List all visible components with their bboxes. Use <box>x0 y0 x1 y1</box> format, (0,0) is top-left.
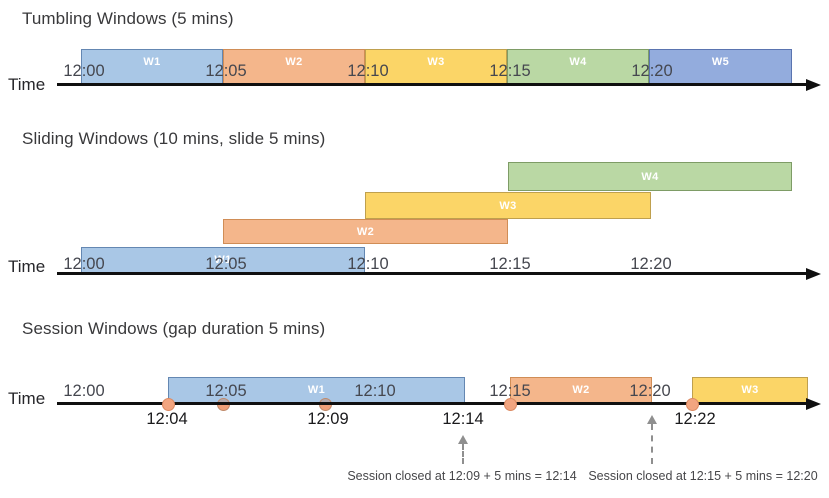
event-time-label: 12:14 <box>442 410 484 428</box>
event-time-label: 12:09 <box>307 410 349 428</box>
sliding-window-label-w4: W4 <box>641 170 659 183</box>
tumbling-axis-arrowhead-icon <box>806 78 821 91</box>
tumbling-tick-label: 12:05 <box>205 62 247 80</box>
sliding-axis-arrowhead-icon <box>806 267 821 280</box>
event-dot <box>503 397 517 411</box>
event-time-label: 12:04 <box>146 410 188 428</box>
sliding-tick-label: 12:15 <box>489 255 531 273</box>
sliding-tick-label: 12:05 <box>205 255 247 273</box>
session-window-label-w3: W3 <box>741 384 759 396</box>
session-time-axis <box>57 402 806 405</box>
sliding-tick-label: 12:20 <box>630 255 672 273</box>
sliding-section-title: Sliding Windows (10 mins, slide 5 mins) <box>22 129 326 148</box>
tumbling-window-label-w5: W5 <box>711 56 730 69</box>
tumbling-window-label-w1: W1 <box>143 56 161 69</box>
session-annotation-text: Session closed at 12:15 + 5 mins = 12:20 <box>588 469 818 483</box>
tumbling-window-label-w3: W3 <box>427 56 445 69</box>
session-section-title: Session Windows (gap duration 5 mins) <box>22 319 326 338</box>
tumbling-tick-label: 12:20 <box>631 62 673 80</box>
sliding-window-label-w1: W1 <box>214 254 232 266</box>
session-tick-label: 12:00 <box>63 382 105 400</box>
sliding-tick-label: 12:00 <box>63 255 105 273</box>
session-tick-label: 12:15 <box>489 382 531 400</box>
tumbling-tick-label: 12:10 <box>347 62 389 80</box>
sliding-window-label-w2: W2 <box>356 225 375 238</box>
annotation-arrow-icon <box>647 415 657 424</box>
annotation-arrow-shaft <box>462 444 464 464</box>
session-tick-label: 12:10 <box>354 382 396 400</box>
sliding-window-bar-w4 <box>508 162 792 191</box>
sliding-time-axis <box>57 272 806 275</box>
session-window-bar-w2 <box>510 377 652 403</box>
session-time-axis-label: Time <box>8 389 46 408</box>
sliding-time-axis-label: Time <box>8 257 46 276</box>
tumbling-tick-label: 12:15 <box>489 62 531 80</box>
sliding-tick-label: 12:10 <box>347 255 389 273</box>
session-window-label-w2: W2 <box>572 384 590 396</box>
tumbling-tick-label: 12:00 <box>63 62 105 80</box>
annotation-arrow-shaft <box>651 424 653 464</box>
session-axis-arrowhead-icon <box>806 397 821 410</box>
tumbling-window-bar-w1 <box>81 49 223 85</box>
sliding-window-bar-w2 <box>223 219 508 244</box>
session-tick-label: 12:20 <box>629 382 671 400</box>
session-tick-label: 12:05 <box>205 382 247 400</box>
tumbling-time-axis <box>57 83 806 86</box>
annotation-arrow-icon <box>458 435 468 444</box>
event-dot <box>161 397 175 411</box>
session-annotation-text: Session closed at 12:09 + 5 mins = 12:14 <box>347 469 577 483</box>
sliding-window-bar-w3 <box>365 192 651 219</box>
sliding-window-bar-w1 <box>81 247 365 273</box>
session-window-label-w1: W1 <box>307 384 326 396</box>
tumbling-time-axis-label: Time <box>8 75 46 94</box>
tumbling-window-bar-w4 <box>507 49 649 85</box>
tumbling-section-title: Tumbling Windows (5 mins) <box>22 9 234 28</box>
event-dot <box>685 397 699 411</box>
event-time-label: 12:22 <box>674 410 716 428</box>
tumbling-window-label-w2: W2 <box>285 56 303 69</box>
tumbling-window-label-w4: W4 <box>569 56 587 69</box>
tumbling-window-bar-w2 <box>223 49 365 85</box>
sliding-window-label-w3: W3 <box>499 199 517 212</box>
